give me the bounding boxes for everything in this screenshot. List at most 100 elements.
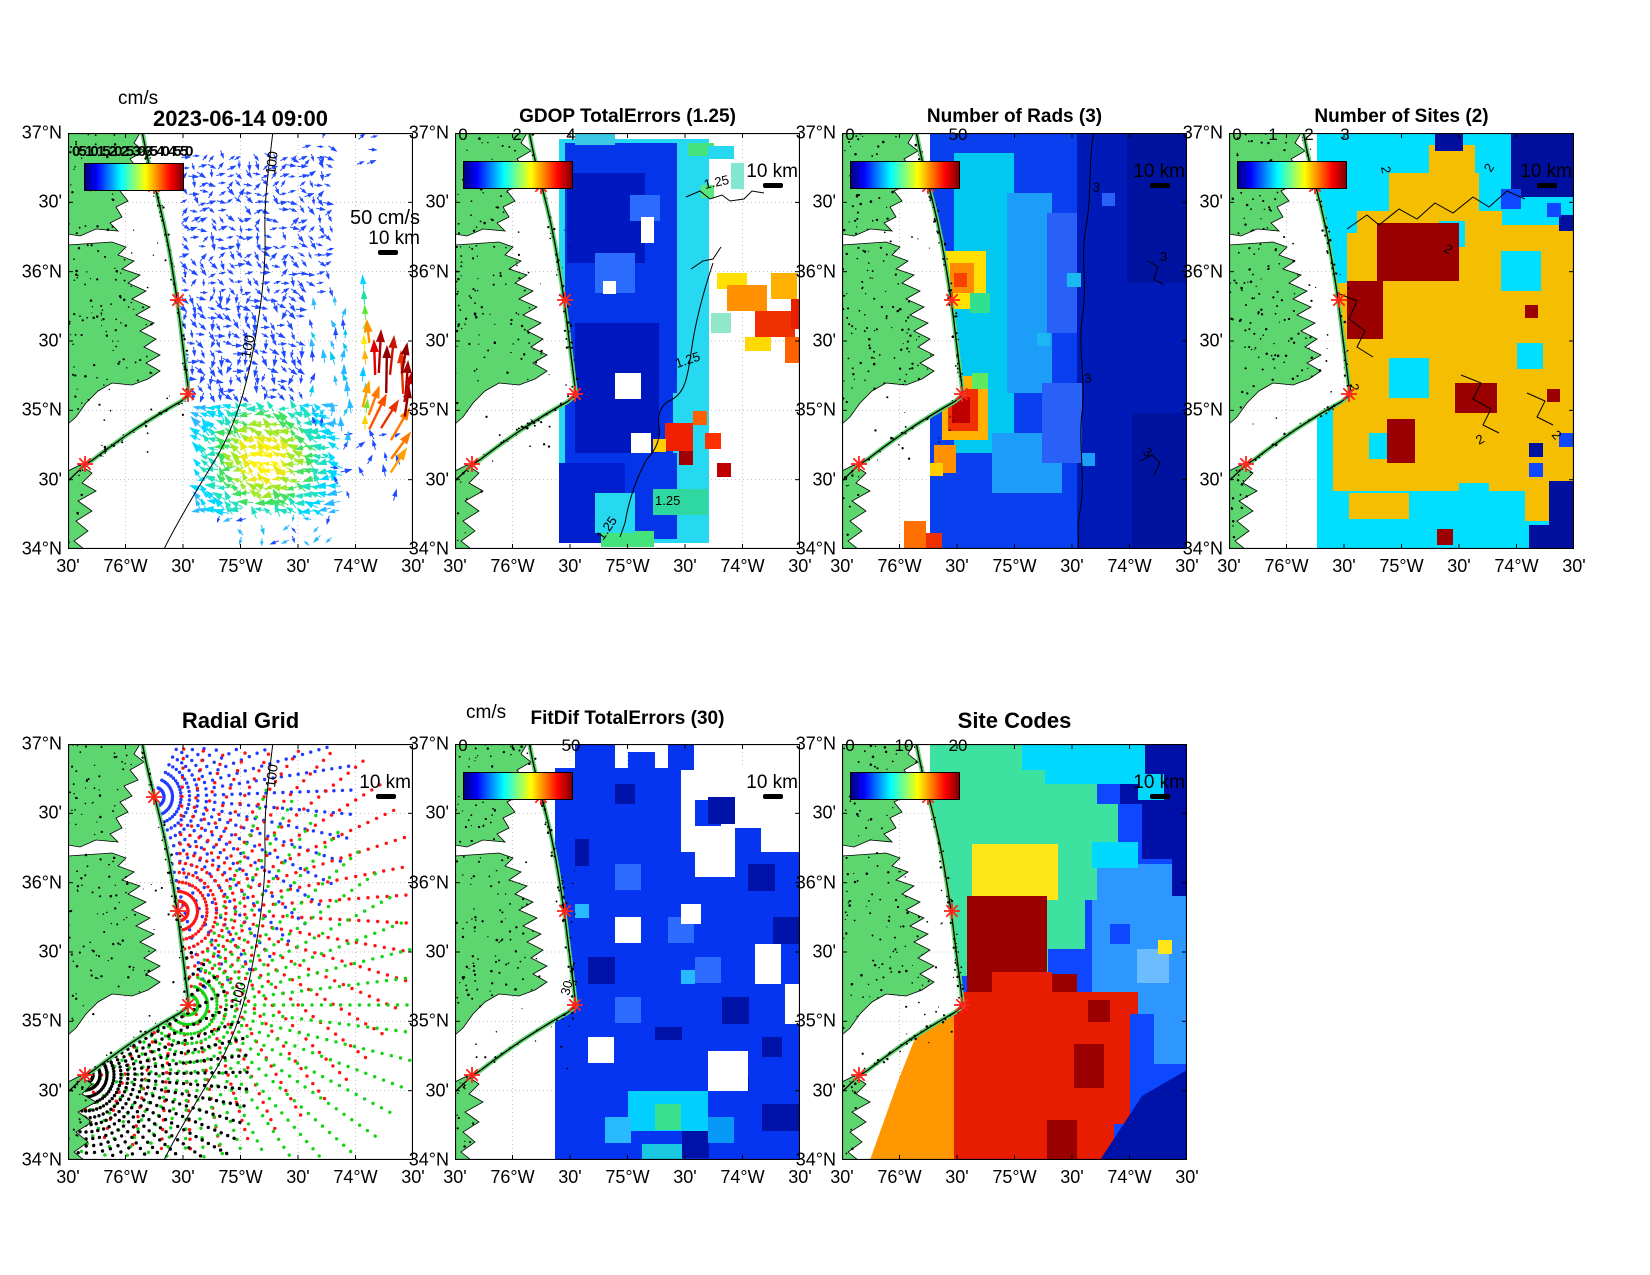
- contour-label: 100: [227, 980, 249, 1007]
- lon-tick-label: 30': [1060, 1167, 1084, 1187]
- colorbar-gdop-total-errors: [463, 161, 573, 189]
- scalebar-label: 10 km: [746, 772, 798, 793]
- contour-label: 100: [262, 763, 281, 788]
- lat-tick-label: 36°N: [408, 261, 449, 282]
- contour-line: [1077, 133, 1165, 549]
- land: [842, 744, 966, 1160]
- lon-tick-label: 30': [1332, 556, 1356, 576]
- lon-tick-label: 30': [830, 1167, 854, 1187]
- lon-tick-label: 30': [1060, 556, 1084, 576]
- map-plot-gdop-total-errors: 1.251.251.251.25: [455, 133, 800, 549]
- lon-tick-label: 74°W: [1107, 556, 1152, 576]
- lon-tick-label: 75°W: [605, 556, 650, 576]
- contour-label: 1.25: [673, 349, 702, 371]
- radar-site-star-icon: [851, 1067, 867, 1083]
- lon-tick-label: 30': [673, 1167, 697, 1187]
- map-plot-radial-grid: 100 100: [68, 744, 413, 1160]
- lat-tick-label: 30': [38, 191, 62, 212]
- lat-tick-label: 30': [812, 1080, 836, 1101]
- data-layer: [870, 744, 1187, 1160]
- contour-label: 100: [262, 150, 281, 175]
- lat-tick-label: 37°N: [21, 733, 62, 754]
- radar-site-star-icon: [146, 789, 162, 805]
- lon-tick-label: 74°W: [720, 556, 765, 576]
- lat-tick-label: 37°N: [408, 733, 449, 754]
- lon-tick-label: 30': [1447, 556, 1471, 576]
- panel-title-radial-grid: Radial Grid: [181, 708, 300, 733]
- radar-site-star-icon: [170, 292, 186, 308]
- colorbar-site-codes: [850, 772, 960, 800]
- contour-line: [163, 744, 274, 1160]
- lon-tick-label: 76°W: [103, 1167, 148, 1187]
- land-speckles: [842, 744, 965, 1155]
- colorbar-tick-label: 0: [458, 125, 468, 144]
- data-layer: [904, 133, 1187, 549]
- panel-title-surface-currents: 2023-06-14 09:00: [153, 106, 328, 131]
- colorbar-tick-label: 1: [1268, 125, 1278, 144]
- contour-label: 100: [237, 333, 258, 359]
- lat-tick-label: 30': [38, 941, 62, 962]
- radar-site-star-icon: [954, 386, 970, 402]
- contour-line: [1336, 190, 1554, 434]
- lon-tick-label: 76°W: [103, 556, 148, 576]
- scalebar: [1537, 183, 1557, 188]
- lat-tick-label: 30': [812, 469, 836, 490]
- panel-title-number-of-rads: Number of Rads (3): [926, 106, 1103, 127]
- lon-tick-label: 30': [558, 1167, 582, 1187]
- scalebar: [763, 794, 783, 799]
- lat-tick-label: 30': [425, 191, 449, 212]
- lat-tick-label: 37°N: [795, 733, 836, 754]
- colorbar-tick-label: 20: [948, 736, 968, 755]
- map-plot-fitdif-total-errors: 30: [455, 744, 800, 1160]
- data-layer: [559, 133, 800, 547]
- lat-tick-label: 30': [425, 941, 449, 962]
- lon-tick-label: 76°W: [877, 1167, 922, 1187]
- lat-tick-label: 30': [425, 1080, 449, 1101]
- data-layer: [1317, 133, 1574, 549]
- scalebar-label: 10 km: [359, 772, 411, 793]
- panel-title-site-codes: Site Codes: [957, 708, 1072, 733]
- lat-tick-label: 36°N: [21, 872, 62, 893]
- lon-tick-label: 30': [401, 556, 425, 576]
- scalebar-label: 10 km: [1520, 161, 1572, 182]
- lon-tick-label: 74°W: [1494, 556, 1539, 576]
- radar-site-star-icon: [557, 903, 573, 919]
- lon-tick-label: 76°W: [490, 556, 535, 576]
- lon-tick-label: 30': [1175, 1167, 1199, 1187]
- lat-tick-label: 35°N: [21, 399, 62, 420]
- lat-tick-label: 34°N: [795, 1149, 836, 1170]
- lat-tick-label: 34°N: [795, 538, 836, 559]
- lat-tick-label: 30': [425, 469, 449, 490]
- lat-tick-label: 30': [38, 1080, 62, 1101]
- lat-tick-label: 37°N: [795, 122, 836, 143]
- lat-tick-label: 36°N: [1182, 261, 1223, 282]
- scalebar: [1150, 183, 1170, 188]
- contour-label: 30: [557, 979, 575, 997]
- radar-site-star-icon: [1341, 386, 1357, 402]
- lon-tick-label: 30': [788, 556, 812, 576]
- data-layer: [177, 133, 413, 547]
- lat-tick-label: 30': [812, 191, 836, 212]
- colorbar-number-of-rads: [850, 161, 960, 189]
- colorbar-tick-label: 10: [894, 736, 914, 755]
- lat-tick-label: 30': [425, 802, 449, 823]
- contour-line: [619, 190, 765, 538]
- radar-site-star-icon: [77, 1067, 93, 1083]
- lat-tick-label: 30': [812, 802, 836, 823]
- lon-tick-label: 30': [401, 1167, 425, 1187]
- radar-site-star-icon: [557, 292, 573, 308]
- lat-tick-label: 36°N: [795, 261, 836, 282]
- lon-tick-label: 30': [830, 556, 854, 576]
- contour-label: 2: [1378, 165, 1394, 175]
- radar-site-star-icon: [1331, 292, 1347, 308]
- units-label-fitdif-total-errors: cm/s: [466, 702, 507, 723]
- panel-title-fitdif-total-errors: FitDif TotalErrors (30): [530, 708, 725, 729]
- scalebar: [378, 250, 398, 255]
- data-layer: [555, 744, 800, 1160]
- lat-tick-label: 35°N: [21, 1010, 62, 1031]
- radar-site-star-icon: [944, 292, 960, 308]
- lat-tick-label: 36°N: [408, 872, 449, 893]
- colorbar-tick-label: 0: [845, 125, 855, 144]
